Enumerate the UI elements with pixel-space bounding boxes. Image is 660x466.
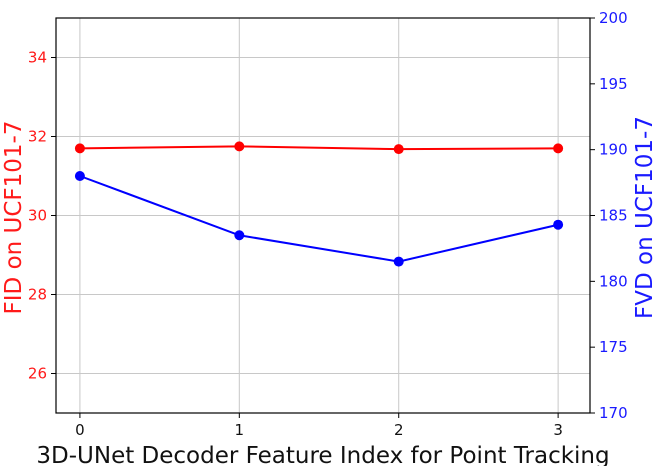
y-right-tick-label: 175 bbox=[599, 338, 628, 356]
data-point-right bbox=[393, 256, 404, 267]
y-right-tick-label: 195 bbox=[599, 75, 628, 93]
y-right-tick-label: 170 bbox=[599, 404, 628, 422]
series-line-right bbox=[79, 175, 559, 263]
y-left-tick-label: 26 bbox=[28, 365, 47, 383]
series-line-left bbox=[79, 145, 559, 151]
data-point-left bbox=[234, 141, 245, 152]
series-points bbox=[74, 141, 564, 267]
grid bbox=[56, 18, 590, 413]
y-axis-right-title: FVD on UCF101-7 bbox=[632, 116, 658, 319]
y-right-tick-label: 185 bbox=[599, 207, 628, 225]
x-tick-label: 2 bbox=[394, 421, 404, 439]
x-axis-title: 3D-UNet Decoder Feature Index for Point … bbox=[36, 443, 609, 466]
axis-ticks: 0 1 2 3 26 28 30 32 34 170 175 180 185 190 195 200 bbox=[28, 9, 628, 439]
data-point-right bbox=[234, 230, 245, 241]
x-tick-label: 3 bbox=[553, 421, 563, 439]
data-point-right bbox=[74, 171, 85, 181]
y-left-tick-label: 28 bbox=[28, 286, 47, 304]
data-point-left bbox=[553, 143, 564, 154]
y-axis-left-title: FID on UCF101-7 bbox=[1, 121, 27, 315]
data-point-left bbox=[393, 144, 404, 155]
y-left-tick-label: 30 bbox=[28, 207, 47, 225]
data-point-right bbox=[553, 219, 564, 230]
y-right-tick-label: 180 bbox=[599, 272, 628, 290]
y-right-tick-label: 190 bbox=[599, 141, 628, 159]
y-right-tick-label: 200 bbox=[599, 9, 628, 27]
x-tick-label: 1 bbox=[235, 421, 245, 439]
x-tick-label: 0 bbox=[75, 421, 85, 439]
data-point-left bbox=[74, 143, 85, 154]
series-lines bbox=[79, 145, 559, 263]
y-left-tick-label: 34 bbox=[28, 49, 47, 67]
y-left-tick-label: 32 bbox=[28, 128, 47, 146]
